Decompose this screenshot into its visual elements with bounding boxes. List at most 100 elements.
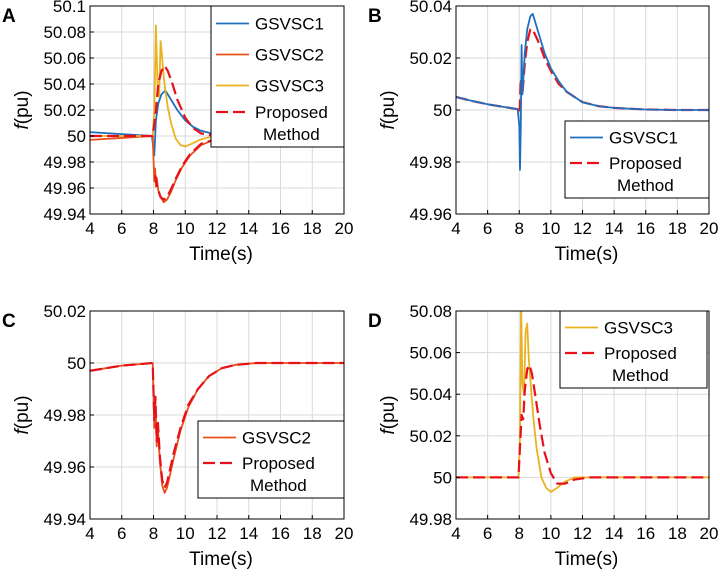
y-tick-label: 49.94 <box>43 510 86 529</box>
series-line-proposed-3 <box>90 64 344 138</box>
x-tick-label: 6 <box>483 524 492 543</box>
y-tick-label: 50.02 <box>43 302 86 321</box>
x-axis-title: Time(s) <box>555 549 619 570</box>
x-tick-label: 16 <box>271 524 290 543</box>
x-tick-label: 18 <box>303 524 322 543</box>
x-tick-label: 4 <box>85 219 94 238</box>
x-tick-label: 4 <box>451 524 460 543</box>
y-tick-label: 50.02 <box>43 101 86 120</box>
y-tick-label: 50.08 <box>409 302 452 321</box>
legend-label: GSVSC3 <box>255 77 324 96</box>
y-tick-label: 50.04 <box>409 0 452 16</box>
y-tick-label: 50.06 <box>409 344 452 363</box>
legend: GSVSC2 Proposed Method <box>197 420 345 499</box>
x-tick-label: 8 <box>515 524 524 543</box>
panel-C: 4 6 8 10 12 14 16 18 20 49.94 49.96 49.98 50 50.02 Tim… <box>2 302 353 570</box>
x-tick-label: 8 <box>515 219 524 238</box>
y-axis-title: f(pu) <box>378 395 399 434</box>
y-tick-label: 49.98 <box>409 153 452 172</box>
y-axis-title: f(pu) <box>12 90 33 129</box>
x-tick-label: 20 <box>700 524 719 543</box>
legend-label: GSVSC2 <box>242 429 311 448</box>
x-tick-label: 16 <box>636 219 655 238</box>
x-tick-label: 16 <box>636 524 655 543</box>
legend: GSVSC1 Proposed Method <box>564 120 710 199</box>
legend-label-cont: Method <box>250 476 307 495</box>
x-tick-label: 10 <box>176 524 195 543</box>
x-tick-label: 14 <box>605 524 624 543</box>
y-tick-label: 49.98 <box>43 406 86 425</box>
y-tick-label: 50 <box>433 101 452 120</box>
x-tick-label: 4 <box>451 219 460 238</box>
series-line-proposed-1 <box>90 361 344 489</box>
y-tick-label: 49.94 <box>43 205 86 224</box>
x-tick-label: 8 <box>149 219 158 238</box>
series-line-gsvsc3-2 <box>90 24 344 148</box>
y-tick-label: 50.04 <box>43 75 86 94</box>
y-tick-label: 50.08 <box>43 23 86 42</box>
x-tick-label: 14 <box>239 219 258 238</box>
legend-label: Proposed <box>609 154 682 173</box>
series-line-proposed-4 <box>154 134 234 201</box>
panel-letter: D <box>368 311 382 332</box>
x-tick-label: 6 <box>117 524 126 543</box>
y-axis-title: f(pu) <box>378 90 399 129</box>
y-tick-label: 50.02 <box>409 49 452 68</box>
x-tick-label: 12 <box>573 524 592 543</box>
x-tick-label: 6 <box>117 219 126 238</box>
legend-box <box>559 310 708 389</box>
legend-label: GSVSC2 <box>255 46 324 65</box>
legend-label-cont: Method <box>617 176 674 195</box>
y-tick-label: 50 <box>67 127 86 146</box>
legend-label-cont: Method <box>612 366 669 385</box>
x-tick-label: 4 <box>85 524 94 543</box>
panel-letter: B <box>368 6 382 27</box>
panel-D: 4 6 8 10 12 14 16 18 20 49.98 50 50.02 50.04 50.06 50.… <box>368 302 719 570</box>
legend-label: Proposed <box>604 344 677 363</box>
y-tick-label: 49.96 <box>43 179 86 198</box>
x-tick-label: 10 <box>176 219 195 238</box>
x-tick-label: 20 <box>700 219 719 238</box>
panel-A: 4 6 8 10 12 14 16 18 20 49.94 49.96 49.98 50 50.02 50.… <box>2 0 353 265</box>
y-tick-label: 50 <box>433 468 452 487</box>
y-tick-label: 50 <box>67 354 86 373</box>
panel-letter: A <box>2 6 16 27</box>
series-line-gsvsc1-1 <box>456 12 709 171</box>
y-tick-label: 50.04 <box>409 385 452 404</box>
x-tick-label: 20 <box>335 524 354 543</box>
legend-label: GSVSC3 <box>604 319 673 338</box>
x-tick-label: 12 <box>208 524 227 543</box>
series-line-proposed-1 <box>456 364 709 485</box>
x-tick-label: 6 <box>483 219 492 238</box>
y-tick-label: 50.1 <box>53 0 86 16</box>
x-tick-label: 16 <box>271 219 290 238</box>
y-tick-label: 49.98 <box>43 153 86 172</box>
y-tick-label: 50.06 <box>43 49 86 68</box>
y-tick-label: 49.96 <box>409 205 452 224</box>
legend-label: Proposed <box>255 103 328 122</box>
x-tick-label: 12 <box>573 219 592 238</box>
y-tick-label: 49.96 <box>43 458 86 477</box>
legend-label: Proposed <box>242 454 315 473</box>
x-tick-label: 10 <box>541 524 560 543</box>
panel-letter: C <box>2 311 16 332</box>
legend-box <box>564 120 710 199</box>
x-tick-label: 18 <box>668 219 687 238</box>
x-tick-label: 12 <box>208 219 227 238</box>
x-axis-title: Time(s) <box>189 244 253 265</box>
series-line-gsvsc3-0 <box>456 311 709 493</box>
y-tick-label: 49.98 <box>409 510 452 529</box>
x-tick-label: 20 <box>335 219 354 238</box>
legend-label: GSVSC1 <box>255 15 324 34</box>
x-tick-label: 18 <box>303 219 322 238</box>
y-axis-title: f(pu) <box>12 395 33 434</box>
legend-box <box>210 5 345 148</box>
legend-label: GSVSC1 <box>609 129 678 148</box>
y-tick-label: 50.02 <box>409 427 452 446</box>
x-tick-label: 14 <box>239 524 258 543</box>
x-tick-label: 10 <box>541 219 560 238</box>
x-tick-label: 8 <box>149 524 158 543</box>
panel-B: 4 6 8 10 12 14 16 18 20 49.96 49.98 50 50.02 50.04 Tim… <box>368 0 718 265</box>
legend: GSVSC1 GSVSC2 GSVSC3 Proposed Method <box>210 5 345 148</box>
